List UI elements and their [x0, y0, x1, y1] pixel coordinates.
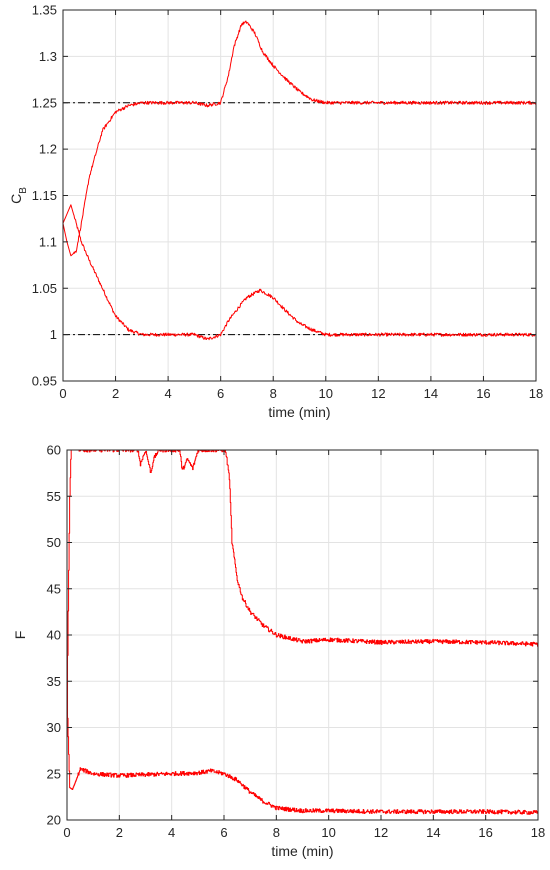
y-axis-label-main: F: [12, 631, 28, 640]
y-tick-label: 60: [47, 443, 61, 458]
x-tick-label: 16: [476, 386, 490, 401]
x-axis-label: time (min): [271, 843, 333, 859]
y-tick-label: 30: [47, 720, 61, 735]
y-tick-label: 1.25: [32, 95, 57, 110]
y-axis-label-main: C: [8, 194, 24, 204]
y-axis-label: F: [12, 631, 28, 640]
x-tick-label: 10: [319, 386, 333, 401]
y-tick-label: 1.15: [32, 188, 57, 203]
y-tick-label: 40: [47, 628, 61, 643]
y-tick-label: 1.2: [39, 142, 57, 157]
x-tick-label: 16: [478, 825, 492, 840]
x-tick-label: 4: [164, 386, 171, 401]
series-line-0: [62, 204, 537, 341]
x-tick-label: 6: [217, 386, 224, 401]
y-tick-label: 1.35: [32, 3, 57, 18]
x-tick-label: 4: [168, 825, 175, 840]
x-tick-label: 18: [529, 386, 543, 401]
y-axis-label: CB: [8, 187, 29, 204]
x-tick-label: 2: [112, 386, 119, 401]
y-tick-label: 35: [47, 674, 61, 689]
y-axis-label-sub: B: [18, 187, 29, 194]
series-line-1: [62, 20, 537, 257]
cb-plot: 0 2 4 6 8 10 12 14 16 18 0.95 1 1.05 1.1 1.15 1.2 1.25 1.…: [8, 3, 543, 421]
x-tick-label: 0: [63, 825, 70, 840]
x-tick-label: 8: [270, 386, 277, 401]
y-tick-label: 1.3: [39, 49, 57, 64]
y-tick-label: 1: [50, 327, 57, 342]
y-tick-label: 1.1: [39, 234, 57, 249]
y-tick-label: 50: [47, 535, 61, 550]
f-plot: 0 2 4 6 8 10 12 14 16 18 20 25 30 35 40 45 50 55 60 time (m…: [12, 443, 545, 860]
x-tick-label: 14: [424, 386, 438, 401]
y-tick-label: 55: [47, 489, 61, 504]
y-tick-label: 25: [47, 766, 61, 781]
x-axis-label: time (min): [268, 404, 330, 420]
x-tick-label: 10: [321, 825, 335, 840]
x-tick-label: 6: [220, 825, 227, 840]
x-tick-label: 14: [426, 825, 440, 840]
x-tick-label: 2: [116, 825, 123, 840]
x-tick-label: 0: [59, 386, 66, 401]
y-tick-label: 0.95: [32, 374, 57, 389]
x-tick-label: 8: [273, 825, 280, 840]
x-tick-label: 18: [531, 825, 545, 840]
x-tick-label: 12: [371, 386, 385, 401]
series-line-1: [67, 699, 539, 815]
y-tick-label: 45: [47, 581, 61, 596]
series-line-0: [67, 449, 539, 701]
x-tick-label: 12: [374, 825, 388, 840]
y-tick-label: 1.05: [32, 281, 57, 296]
y-tick-label: 20: [47, 813, 61, 828]
